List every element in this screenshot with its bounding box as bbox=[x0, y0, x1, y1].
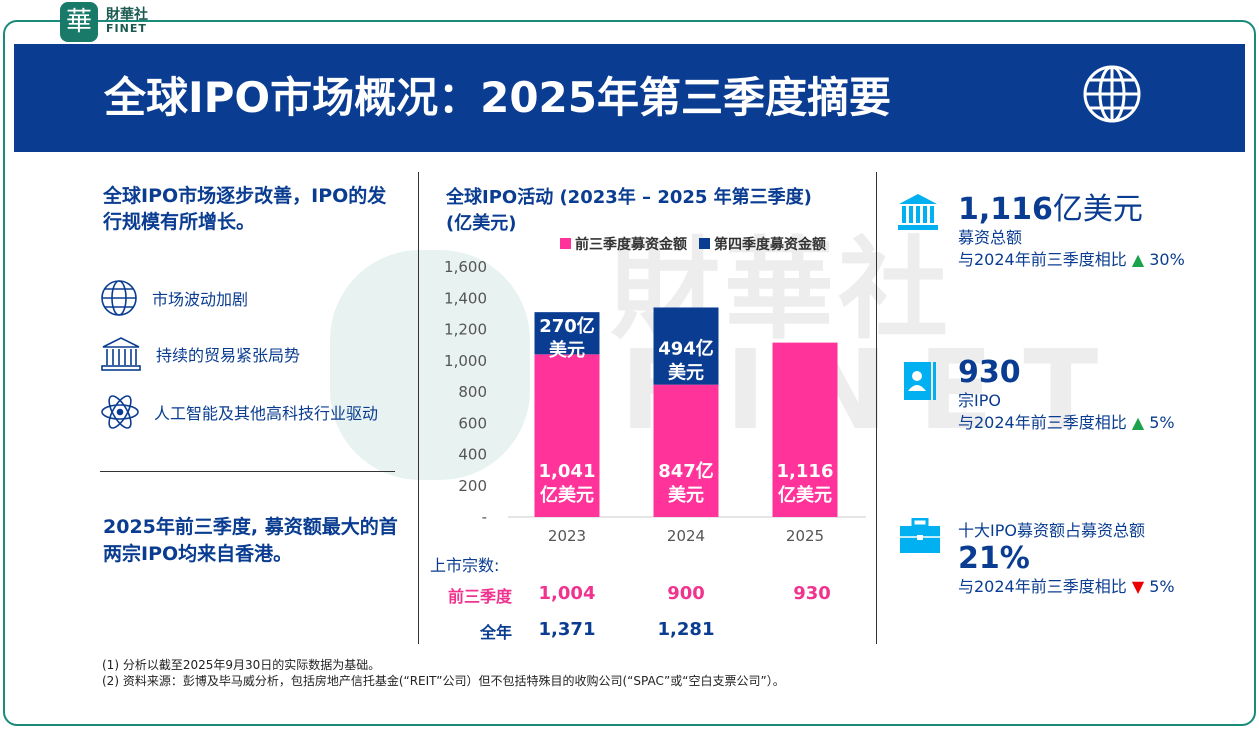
brand-sub: FINET bbox=[106, 22, 147, 35]
data-label: 1,041 bbox=[539, 461, 596, 482]
data-label: 270亿 bbox=[539, 315, 595, 337]
stat-change: 5% bbox=[1149, 413, 1175, 432]
title-banner bbox=[14, 44, 1245, 152]
data-label: 847亿 bbox=[658, 460, 714, 482]
divider bbox=[100, 471, 395, 472]
list-item-label: 持续的贸易紧张局势 bbox=[156, 346, 301, 365]
chart-unit: (亿美元) bbox=[446, 213, 517, 234]
arrow-up-icon: ▲ bbox=[1126, 413, 1150, 432]
table-cell: 900 bbox=[667, 583, 705, 604]
divider bbox=[876, 172, 877, 644]
arrow-down-icon: ▼ bbox=[1126, 577, 1150, 596]
legend-label: 第四季度募资金额 bbox=[714, 237, 826, 253]
bar-chart: -2004006008001,0001,2001,4001,6001,041亿美… bbox=[444, 258, 866, 545]
table-cell: 1,004 bbox=[538, 583, 596, 604]
arrow-up-icon: ▲ bbox=[1126, 250, 1150, 269]
table-row-label: 前三季度 bbox=[447, 587, 512, 606]
y-tick-label: 1,600 bbox=[444, 258, 487, 276]
legend-item: 第四季度募资金额 bbox=[699, 234, 826, 254]
atom-icon bbox=[101, 395, 139, 429]
stat-label: 募资总额 bbox=[958, 228, 1023, 247]
stat-value: 1,116亿美元 bbox=[958, 192, 1143, 227]
list-item: 市场波动加剧 bbox=[100, 279, 248, 317]
stat-change: 5% bbox=[1149, 577, 1175, 596]
legend-swatch bbox=[699, 238, 710, 249]
stat-compare: 与2024年前三季度相比 ▼ 5% bbox=[958, 577, 1175, 596]
bar-q1-q3 bbox=[534, 354, 600, 517]
y-tick-label: 1,200 bbox=[444, 321, 487, 339]
footnote: (2) 资料来源：彭博及毕马威分析，包括房地产信托基金(“REIT”公司）但不包… bbox=[102, 674, 785, 688]
brand-name: 財華社 FINET bbox=[106, 8, 148, 36]
data-label: 美元 bbox=[549, 339, 585, 361]
table-header: 上市宗数: bbox=[430, 556, 500, 575]
globe-icon bbox=[1083, 65, 1141, 123]
stat-change: 30% bbox=[1149, 250, 1185, 269]
page-title: 全球IPO市场概况：2025年第三季度摘要 bbox=[104, 73, 892, 122]
globe-icon bbox=[101, 280, 137, 316]
footnote: (1) 分析以截至2025年9月30日的实际数据为基础。 bbox=[102, 658, 381, 672]
bar-q1-q3 bbox=[653, 384, 719, 517]
left-headline-2: 2025年前三季度, 募资额最大的首两宗IPO均来自香港。 bbox=[103, 516, 398, 565]
footnotes: (1) 分析以截至2025年9月30日的实际数据为基础。 (2) 资料来源：彭博及… bbox=[102, 657, 785, 689]
brand-name-text: 財華社 bbox=[106, 7, 148, 23]
table-row-label: 全年 bbox=[479, 623, 512, 642]
bar-q1-q3 bbox=[772, 342, 838, 517]
chart-legend: 前三季度募资金额 第四季度募资金额 bbox=[560, 234, 826, 254]
list-item-label: 市场波动加剧 bbox=[152, 290, 249, 309]
briefcase-icon bbox=[899, 517, 941, 558]
x-tick-label: 2024 bbox=[667, 527, 705, 545]
y-tick-label: 1,000 bbox=[444, 352, 487, 370]
stat-compare: 与2024年前三季度相比 ▲ 5% bbox=[958, 413, 1175, 432]
left-headline: 全球IPO市场逐步改善，IPO的发行规模有所增长。 bbox=[103, 185, 387, 233]
stat-block: 1,116亿美元 募资总额与2024年前三季度相比 ▲ 30% bbox=[958, 193, 1185, 271]
data-label: 美元 bbox=[668, 484, 704, 506]
bank-icon bbox=[101, 337, 141, 371]
stat-label: 十大IPO募资额占募资总额 bbox=[958, 521, 1145, 540]
table-cell: 1,371 bbox=[538, 619, 596, 640]
finet-logo: 華 bbox=[60, 2, 98, 42]
x-tick-label: 2023 bbox=[548, 527, 586, 545]
data-label: 亿美元 bbox=[540, 484, 594, 506]
page-frame bbox=[3, 20, 1256, 726]
y-tick-label: 600 bbox=[458, 414, 487, 432]
y-tick-label: - bbox=[482, 508, 487, 526]
stat-unit: 亿美元 bbox=[1052, 192, 1143, 227]
legend-label: 前三季度募资金额 bbox=[575, 237, 687, 253]
bar-q4 bbox=[534, 312, 600, 355]
y-tick-label: 400 bbox=[458, 446, 487, 464]
list-item-label: 人工智能及其他高科技行业驱动 bbox=[154, 404, 379, 423]
list-item: 人工智能及其他高科技行业驱动 bbox=[100, 392, 378, 432]
data-label: 494亿 bbox=[658, 337, 714, 359]
legend-swatch bbox=[560, 238, 571, 249]
x-tick-label: 2025 bbox=[786, 527, 824, 545]
bank-icon bbox=[897, 193, 939, 235]
stat-compare: 与2024年前三季度相比 ▲ 30% bbox=[958, 250, 1185, 269]
chart-title-text: 全球IPO活动 (2023年 – 2025 年第三季度) bbox=[446, 187, 812, 208]
contact-card-icon bbox=[903, 361, 937, 405]
table-cell: 930 bbox=[793, 583, 831, 604]
data-label: 亿美元 bbox=[778, 484, 832, 506]
stat-value: 21% bbox=[958, 541, 1030, 576]
stat-block: 十大IPO募资额占募资总额 21% 与2024年前三季度相比 ▼ 5% bbox=[958, 520, 1175, 598]
divider bbox=[418, 172, 419, 644]
stat-value: 930 bbox=[958, 355, 1021, 390]
bar-q4 bbox=[653, 307, 719, 385]
y-tick-label: 800 bbox=[458, 383, 487, 401]
table-cell: 1,281 bbox=[657, 619, 715, 640]
stat-label: 宗IPO bbox=[958, 391, 1001, 410]
data-label: 1,116 bbox=[777, 461, 834, 482]
y-tick-label: 1,400 bbox=[444, 289, 487, 307]
data-label: 美元 bbox=[668, 361, 704, 383]
list-item: 持续的贸易紧张局势 bbox=[100, 336, 300, 372]
stat-block: 930 宗IPO 与2024年前三季度相比 ▲ 5% bbox=[958, 356, 1175, 434]
y-tick-label: 200 bbox=[458, 477, 487, 495]
legend-item: 前三季度募资金额 bbox=[560, 234, 687, 254]
chart-title: 全球IPO活动 (2023年 – 2025 年第三季度) (亿美元) bbox=[446, 185, 812, 237]
